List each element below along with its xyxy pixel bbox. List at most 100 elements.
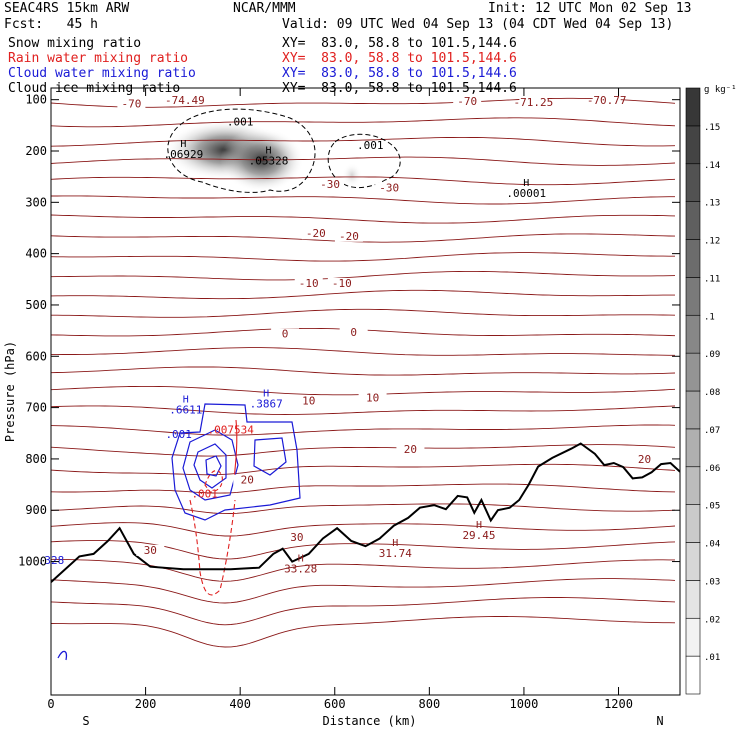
temperature-label: -10: [332, 277, 352, 290]
contour-label: .001: [191, 487, 218, 500]
x-tick-label: 1200: [604, 697, 633, 711]
cloud-water-contour-3: [193, 443, 227, 489]
contour-label: .001: [357, 139, 384, 152]
isotherm-line: [51, 347, 675, 356]
extreme-value: .00001: [506, 187, 546, 200]
temperature-label-bg: [453, 95, 482, 107]
colorbar-swatch: [685, 617, 701, 657]
isotherm-line: [51, 616, 676, 648]
colorbar-swatch: [685, 390, 701, 430]
cloud-water-contour-2: [182, 429, 239, 501]
y-tick-label: 200: [25, 144, 47, 158]
extreme-marker: H: [183, 394, 189, 405]
plot-frame: [50, 87, 681, 696]
temperature-label-bg: [327, 277, 356, 289]
isotherm-line: [51, 176, 676, 186]
extreme-marker: H: [523, 178, 529, 189]
colorbar-tick-label: .13: [704, 199, 720, 209]
valid-time: Valid: 09 UTC Wed 04 Sep 13 (04 CDT Wed …: [282, 17, 674, 32]
isotherm-line: [51, 503, 676, 515]
isotherm-line: [51, 308, 676, 318]
y-tick-label: 300: [25, 195, 47, 209]
temperature-label-bg: [136, 544, 165, 556]
colorbar-swatch: [685, 655, 701, 695]
field-xy-snow: XY= 83.0, 58.8 to 101.5,144.6: [282, 36, 517, 51]
forecast-hour: Fcst: 45 h: [4, 17, 98, 32]
temperature-label-bg: [294, 277, 323, 289]
extreme-value: 33.28: [284, 563, 317, 576]
field-xy-cloud-water: XY= 83.0, 58.8 to 101.5,144.6: [282, 66, 517, 81]
colorbar-swatch: [685, 580, 701, 619]
colorbar-swatch: [685, 428, 701, 468]
colorbar-tick-label: .08: [704, 388, 720, 398]
x-tick-label: 600: [324, 697, 346, 711]
colorbar-tick-label: .12: [704, 237, 720, 247]
colorbar-swatch: [685, 504, 701, 543]
temperature-label: 20: [404, 443, 417, 456]
isotherm-line: [51, 117, 676, 128]
colorbar-tick-label: .03: [704, 577, 720, 587]
init-time: Init: 12 UTC Mon 02 Sep 13: [488, 1, 692, 16]
colorbar-swatch: [685, 87, 701, 127]
temperature-label-bg: [271, 328, 300, 340]
y-tick-label: 1000: [18, 555, 47, 569]
temperature-label: -30: [320, 178, 340, 191]
isotherm-line: [51, 366, 676, 376]
temperature-label: -70: [457, 95, 477, 108]
snow-contour-right: [327, 133, 401, 188]
temperature-label-bg: [233, 474, 262, 486]
temperature-label-bg: [282, 532, 311, 544]
colorbar-unit: g kg⁻¹: [704, 85, 737, 95]
cloud-water-contour-outer: [171, 403, 301, 521]
isotherm-line: [51, 289, 675, 300]
temperature-label-bg: [630, 454, 659, 466]
temperature-label: -20: [306, 227, 326, 240]
x-axis-title: Distance (km): [323, 714, 417, 728]
extreme-value: 31.74: [379, 547, 412, 560]
temperature-label: -71.25: [514, 96, 554, 109]
colorbar-swatch: [685, 314, 701, 354]
y-tick-label: 700: [25, 401, 47, 415]
extreme-value: .3867: [250, 397, 283, 410]
isotherm-line: [51, 195, 675, 205]
isotherm-line: [51, 522, 676, 537]
temperature-label-bg: [316, 178, 345, 190]
x-tick-label: 0: [47, 697, 54, 711]
colorbar-swatch: [685, 163, 701, 202]
isotherm-line: [51, 97, 676, 108]
colorbar-swatch: [685, 239, 701, 278]
extreme-marker: H: [263, 388, 269, 399]
organization: NCAR/MMM: [233, 1, 296, 16]
extreme-marker: H: [266, 146, 272, 157]
colorbar-tick-label: .02: [704, 615, 720, 625]
colorbar-swatch: [685, 352, 701, 392]
colorbar-tick-label: .06: [704, 464, 720, 474]
y-axis-title: Pressure (hPa): [3, 341, 17, 442]
temperature-label-bg: [334, 230, 363, 242]
temperature-label: -30: [379, 182, 399, 195]
temperature-label-bg: [396, 443, 425, 455]
field-name-snow: Snow mixing ratio: [8, 36, 142, 51]
y-tick-label: 400: [25, 247, 47, 261]
extreme-value: 29.45: [462, 529, 495, 542]
contour-label: .007534: [208, 423, 255, 436]
y-tick-label: 500: [25, 298, 47, 312]
isotherm-line: [51, 463, 676, 476]
colorbar-swatch: [685, 542, 701, 581]
temperature-label: -74.49: [165, 94, 205, 107]
plot-annotations: -70 -70 -70.77 -71.25 -74.49 -30 -30 -20 -20 -10-…: [38, 94, 659, 576]
cloud-water-contour-4: [205, 455, 222, 477]
colorbar-tick-label: .15: [704, 123, 720, 133]
isotherm-line: [51, 270, 676, 281]
colorbar-tick-label: .01: [704, 653, 720, 663]
endpoint-south: S: [82, 714, 89, 728]
extreme-marker: H: [180, 139, 186, 150]
snow-contour-left: [167, 108, 316, 193]
isotherm-line: [51, 483, 676, 494]
colorbar-tick-label: .07: [704, 426, 720, 436]
y-tick-label: 100: [25, 93, 47, 107]
temperature-label: 30: [290, 531, 303, 544]
isotherm-line: [51, 405, 676, 415]
isotherm-line: [51, 540, 676, 560]
cloud-water-contour-5: [253, 437, 287, 476]
